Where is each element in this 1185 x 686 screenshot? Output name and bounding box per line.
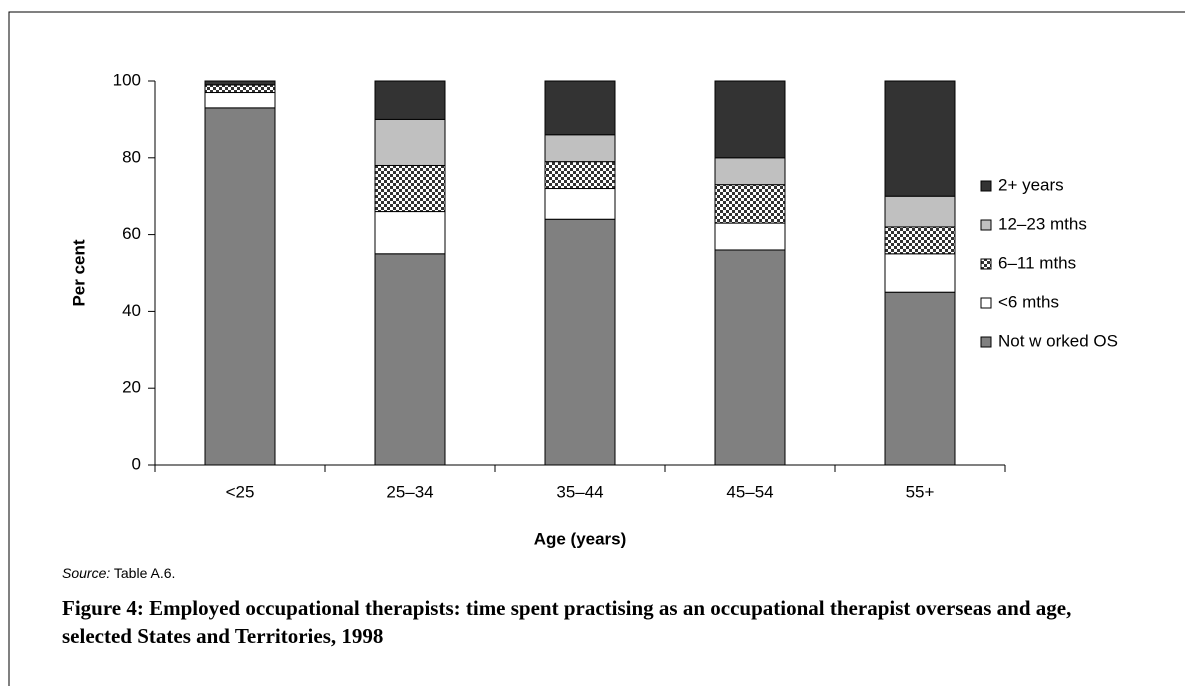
legend-swatch bbox=[980, 336, 992, 348]
x-tick-label: <25 bbox=[226, 482, 255, 501]
source: Source: Table A.6. bbox=[62, 565, 175, 581]
legend-label: 6–11 mths bbox=[998, 253, 1076, 272]
caption: Figure 4: Employed occupational therapis… bbox=[62, 596, 1072, 648]
x-tick-label: 55+ bbox=[906, 482, 935, 501]
bar-segment bbox=[714, 249, 786, 466]
x-tick-label: 45–54 bbox=[726, 482, 773, 501]
bar-segment bbox=[544, 188, 616, 220]
bar-segment bbox=[714, 184, 786, 224]
bar-segment bbox=[204, 84, 276, 94]
legend-swatch bbox=[980, 297, 992, 309]
legend-label: 12–23 mths bbox=[998, 214, 1087, 233]
source-text: Table A.6. bbox=[113, 565, 176, 581]
source-label: Source: bbox=[62, 565, 111, 581]
legend-swatch bbox=[980, 258, 992, 270]
bar-segment bbox=[374, 80, 446, 120]
bar-segment bbox=[884, 80, 956, 197]
bar-segment bbox=[884, 291, 956, 466]
y-tick-label: 40 bbox=[122, 301, 141, 320]
bar-segment bbox=[374, 253, 446, 466]
bar-segment bbox=[544, 80, 616, 136]
bar-segment bbox=[204, 107, 276, 466]
legend-label: <6 mths bbox=[998, 292, 1059, 311]
legend-swatch bbox=[980, 219, 992, 231]
bar-segment bbox=[544, 134, 616, 163]
x-tick-label: 35–44 bbox=[556, 482, 603, 501]
bar-segment bbox=[204, 80, 276, 86]
y-tick-label: 20 bbox=[122, 378, 141, 397]
y-tick-label: 0 bbox=[132, 454, 141, 473]
bar-segment bbox=[714, 222, 786, 251]
legend-label: 2+ years bbox=[998, 175, 1064, 194]
bar-segment bbox=[374, 211, 446, 255]
legend-swatch bbox=[980, 180, 992, 192]
bar-segment bbox=[374, 118, 446, 166]
bar-segment bbox=[884, 195, 956, 228]
frame bbox=[8, 11, 1185, 686]
bar-segment bbox=[544, 161, 616, 190]
bar-segment bbox=[714, 157, 786, 186]
bar-segment bbox=[204, 92, 276, 109]
y-tick-label: 60 bbox=[122, 224, 141, 243]
bar-segment bbox=[884, 226, 956, 255]
bar-segment bbox=[884, 253, 956, 293]
y-axis-label: Per cent bbox=[69, 239, 88, 306]
y-tick-label: 100 bbox=[113, 70, 141, 89]
y-tick-label: 80 bbox=[122, 147, 141, 166]
x-tick-label: 25–34 bbox=[386, 482, 433, 501]
bar-segment bbox=[374, 164, 446, 213]
x-axis-label: Age (years) bbox=[534, 529, 627, 548]
bar-segment bbox=[544, 218, 616, 466]
legend-label: Not w orked OS bbox=[998, 331, 1118, 350]
bar-segment bbox=[714, 80, 786, 159]
